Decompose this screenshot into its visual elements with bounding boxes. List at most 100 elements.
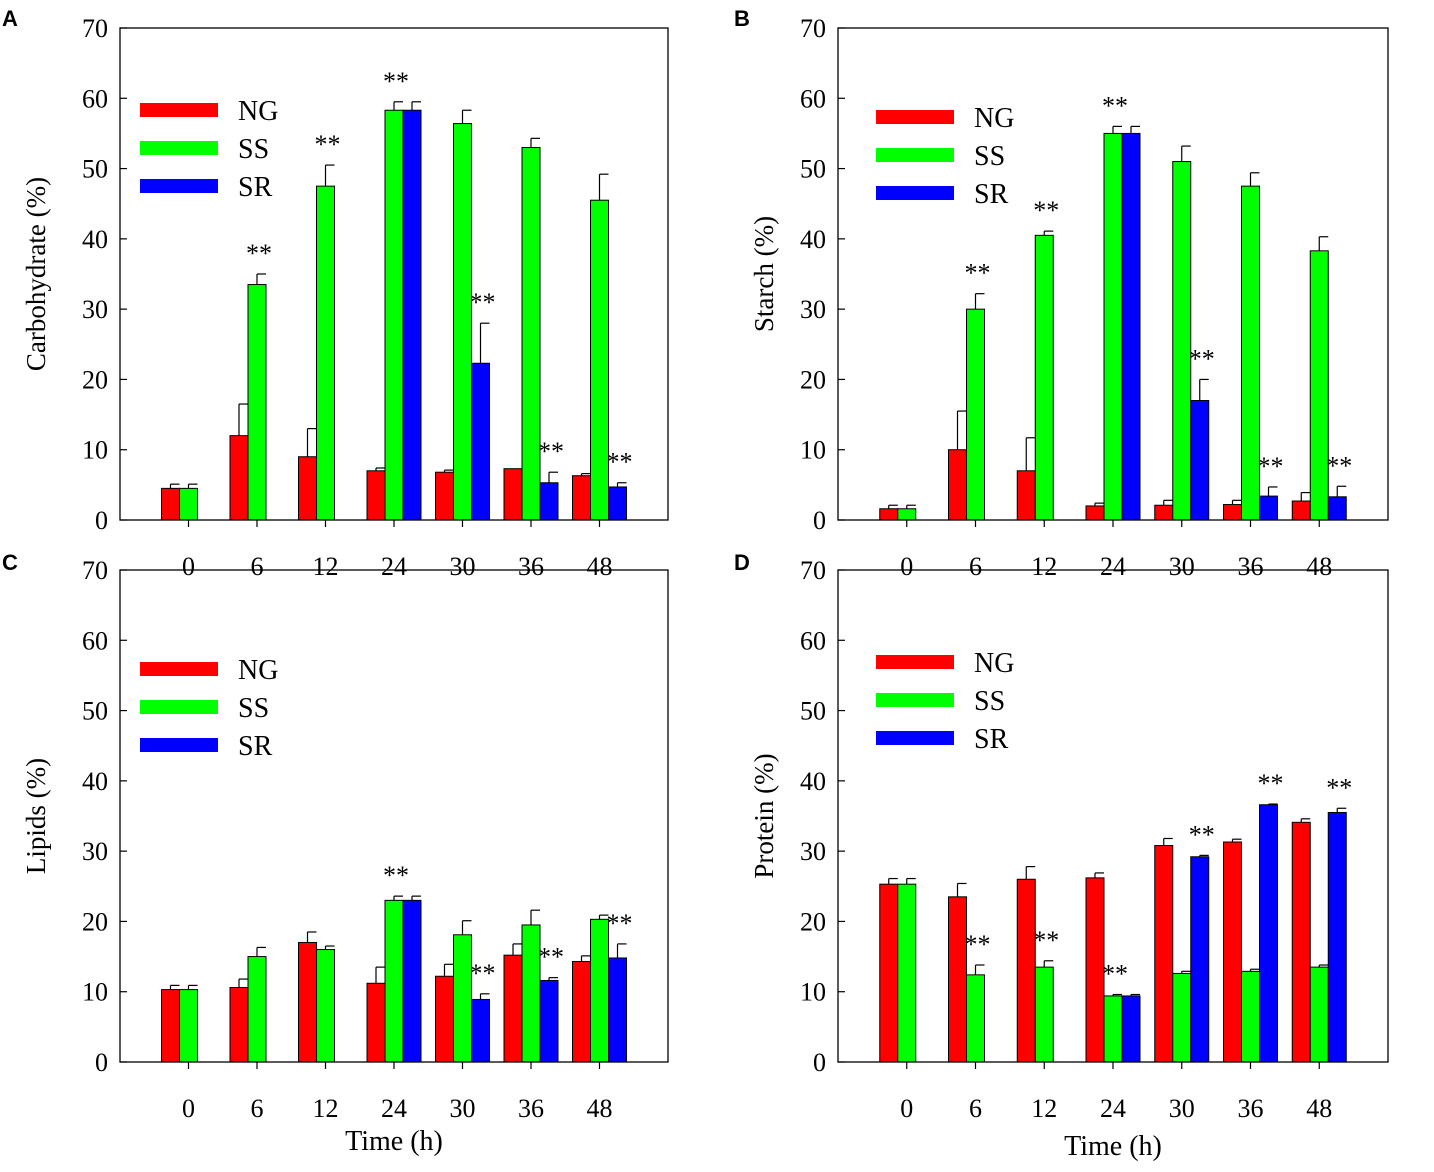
x-tick-label: 30: [1169, 1094, 1195, 1123]
y-tick-label: 70: [800, 14, 826, 43]
y-tick-label: 20: [82, 907, 108, 936]
x-axis-label: Time (h): [1064, 1131, 1162, 1162]
x-tick-label: 48: [587, 1094, 613, 1123]
significance-mark: **: [1102, 91, 1128, 120]
y-tick-label: 60: [800, 626, 826, 655]
x-tick-label: 0: [900, 552, 913, 581]
x-tick-label: 48: [587, 552, 613, 581]
bar-ng: [572, 960, 591, 1063]
bar-sr: [539, 979, 559, 1063]
bar-ng: [229, 435, 249, 521]
bar-ss: [1172, 972, 1192, 1063]
legend-swatch-ng: [876, 655, 954, 669]
significance-mark: **: [1033, 196, 1059, 225]
legend-label: NG: [238, 655, 278, 686]
legend-swatch-ss: [876, 148, 954, 162]
y-axis-label: Lipids (%): [21, 758, 51, 874]
bar-sr: [1121, 132, 1141, 521]
y-tick-label: 20: [800, 907, 826, 936]
bar-ng: [503, 468, 523, 521]
bar-ss: [1034, 966, 1054, 1063]
bar-sr: [402, 899, 422, 1063]
bar-ng: [366, 982, 386, 1063]
bar-ss: [897, 883, 917, 1063]
y-tick-label: 50: [800, 697, 826, 726]
significance-mark: **: [965, 259, 991, 288]
legend-swatch-ng: [140, 103, 218, 117]
legend-label: SR: [238, 731, 273, 762]
bar-sr: [1259, 495, 1278, 521]
significance-mark: **: [246, 239, 272, 268]
x-tick-label: 24: [1100, 1094, 1126, 1123]
bar-ng: [948, 449, 967, 521]
y-tick-label: 10: [82, 978, 108, 1007]
bar-ss: [590, 918, 609, 1063]
x-tick-label: 36: [1238, 1094, 1264, 1123]
bar-sr: [402, 109, 422, 521]
legend: NG SS SR: [876, 648, 1014, 755]
legend-label: NG: [974, 648, 1014, 679]
y-tick-label: 40: [800, 767, 826, 796]
y-tick-label: 50: [800, 155, 826, 184]
bar-ss: [966, 974, 985, 1063]
bar-ng: [229, 986, 249, 1063]
bar-ss: [1103, 132, 1123, 521]
legend: NG SS SR: [140, 655, 278, 762]
bar-ng: [879, 883, 899, 1063]
legend-swatch-ss: [140, 141, 218, 155]
y-axis-label: Starch (%): [749, 216, 779, 332]
bar-ss: [1103, 995, 1123, 1063]
chart-panel-a: A 0 10 20 30 40 50 60 70 0 6 12 24 30 36 48 Carbohydrate…: [2, 6, 669, 581]
legend-label: SR: [974, 179, 1009, 210]
bar-ng: [1016, 878, 1036, 1063]
bar-ng: [1291, 500, 1311, 521]
bar-ss: [966, 308, 985, 521]
significance-mark: **: [1326, 773, 1352, 802]
legend-label: SS: [974, 686, 1005, 717]
bar-ng: [161, 487, 180, 521]
bar-sr: [539, 482, 559, 521]
bar-sr: [1259, 804, 1278, 1063]
bar-ng: [879, 508, 899, 521]
legend-label: SR: [974, 724, 1009, 755]
bar-ng: [572, 475, 591, 521]
bar-ng: [366, 470, 386, 521]
y-tick-label: 10: [800, 436, 826, 465]
significance-mark: **: [607, 909, 633, 938]
significance-mark: **: [383, 861, 409, 890]
legend-swatch-sr: [140, 179, 218, 193]
legend-swatch-sr: [876, 731, 954, 745]
legend-label: SR: [238, 172, 273, 203]
legend-swatch-ng: [876, 110, 954, 124]
x-tick-label: 36: [1238, 552, 1264, 581]
bar-ss: [316, 185, 335, 521]
legend-swatch-sr: [876, 186, 954, 200]
bar-ss: [1034, 234, 1054, 521]
significance-mark: **: [470, 288, 496, 317]
bar-ss: [1241, 970, 1260, 1063]
x-tick-label: 0: [182, 1094, 195, 1123]
y-tick-label: 60: [82, 626, 108, 655]
y-tick-label: 50: [82, 155, 108, 184]
x-tick-label: 12: [313, 1094, 339, 1123]
bar-sr: [608, 486, 627, 521]
plot-frame: [119, 569, 669, 1063]
y-tick-label: 20: [82, 365, 108, 394]
x-tick-label: 6: [251, 552, 264, 581]
bar-ng: [161, 989, 180, 1063]
legend: NG SS SR: [876, 103, 1014, 210]
significance-mark: **: [470, 959, 496, 988]
y-tick-label: 20: [800, 365, 826, 394]
bar-ng: [435, 471, 454, 521]
x-tick-label: 48: [1306, 552, 1332, 581]
chart-panel-b: B 0 10 20 30 40 50 60 70 0 6 12 24 30 36 48 Starch (%) **…: [734, 6, 1389, 581]
bar-ng: [1223, 841, 1242, 1063]
bar-ng: [1016, 470, 1036, 521]
x-tick-label: 48: [1306, 1094, 1332, 1123]
bar-ss: [1172, 161, 1192, 521]
x-tick-label: 24: [1100, 552, 1126, 581]
y-tick-label: 0: [95, 506, 108, 535]
bar-ng: [1291, 821, 1311, 1063]
